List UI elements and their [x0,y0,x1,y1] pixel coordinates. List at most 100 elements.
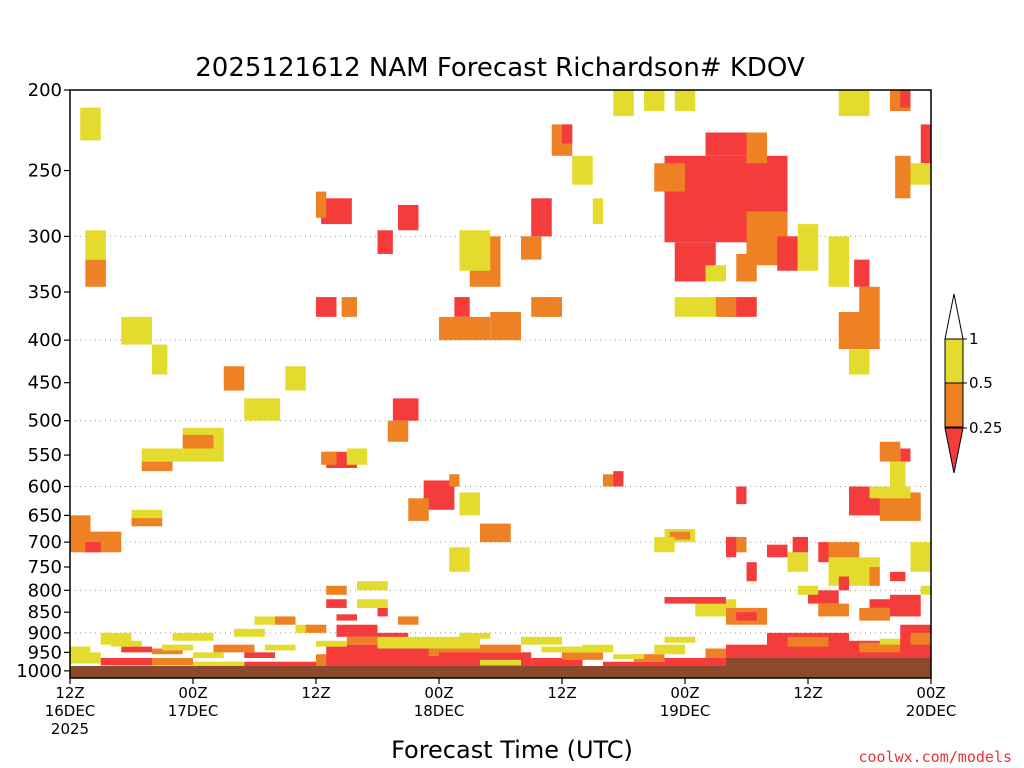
richardson-cell-low [603,661,665,671]
richardson-cell-high [572,155,593,185]
richardson-cell-high [193,652,224,658]
richardson-cell-high [521,636,562,645]
richardson-cell-mid [152,648,183,655]
richardson-cell-mid [490,312,521,341]
richardson-cell-high [162,644,193,651]
richardson-cell-high [111,640,142,647]
richardson-cell-low [767,544,788,558]
richardson-cell-high [141,448,183,462]
richardson-cell-mid [182,434,214,449]
richardson-cells [70,90,931,671]
colorbar-legend: 1 0.5 0.25 [944,293,1002,474]
richardson-cell-mid [316,191,327,218]
richardson-cell-mid [828,542,860,563]
x-tick-label: 12Z [301,684,330,702]
richardson-cell-mid [818,603,849,617]
richardson-cell-mid [895,155,911,199]
richardson-cell-low [900,448,911,462]
richardson-cell-high [316,640,347,647]
richardson-cell-high [357,599,388,608]
richardson-cell-mid [879,441,901,462]
richardson-cell-high [828,236,849,287]
richardson-cell-mid [152,657,193,666]
richardson-cell-mid [562,652,603,660]
richardson-cell-mid [521,236,542,260]
richardson-cell-low [613,471,624,487]
richardson-cell-high [480,659,521,666]
ground-terrain [70,666,931,678]
ground-terrain-rise [726,658,931,666]
richardson-cell-high [920,585,931,595]
richardson-cell-mid [326,585,347,595]
richardson-cell-high [459,230,491,271]
richardson-cell-mid [541,297,562,317]
richardson-cell-low [377,230,393,254]
richardson-cell-low [316,297,337,317]
richardson-cell-high [910,163,931,185]
richardson-cell-high [377,636,480,649]
richardson-cell-low [121,646,152,653]
richardson-cell-high [910,542,931,572]
richardson-cell-mid [736,253,757,282]
richardson-cell-mid [859,607,890,621]
x-tick-label: 20DEC [906,702,957,720]
legend-label: 1 [969,330,979,348]
x-tick-label: 00Z [670,684,699,702]
richardson-cell-low [377,607,388,617]
richardson-cell-mid [910,632,931,645]
richardson-cell-high [654,644,685,655]
richardson-cell-high [541,646,583,653]
y-axis-ticks: 200 250 300 350 400 450 500 550 600 650 700 7508008… [16,80,70,682]
x-tick-label: 00Z [424,684,453,702]
richardson-cell-low [531,657,583,670]
richardson-cell-mid [859,286,880,313]
x-axis-label: Forecast Time (UTC) [391,736,633,764]
richardson-cell-low [336,624,378,637]
chart-title: 2025121612 NAM Forecast Richardson# KDOV [195,53,805,83]
richardson-cell-low [854,259,870,287]
richardson-cell-high [193,661,245,668]
richardson-cell-low [244,652,275,658]
richardson-cell-high [70,652,101,664]
richardson-cell-mid [408,498,429,521]
richardson-cell-high [121,316,152,345]
richardson-cell-low [377,632,409,641]
richardson-cell-low [818,542,829,563]
richardson-cell-low [777,236,798,271]
richardson-cell-mid [439,316,491,341]
richardson-cell-low [890,594,921,617]
richardson-cell-high [70,646,91,653]
y-tick-label: 700 [28,532,62,553]
x-tick-label: 00Z [178,684,207,702]
richardson-cell-mid [633,654,665,662]
richardson-cell-low [562,124,573,144]
richardson-cell-mid [346,636,378,645]
x-tick-label: 12Z [55,684,84,702]
y-tick-label: 200 [28,80,62,101]
y-tick-label: 650 [28,505,62,526]
richardson-cell-low [705,132,757,156]
richardson-cell-high [664,636,696,643]
richardson-cell-low [920,124,931,164]
y-tick-label: 250 [28,161,62,182]
y-tick-label: 750 [28,557,62,578]
richardson-cell-high [85,230,106,260]
richardson-cell-high [152,344,168,375]
richardson-cell-high [264,644,296,651]
richardson-cell-high [100,632,132,645]
richardson-cell-low [85,542,101,553]
richardson-cell-low [890,571,906,582]
y-tick-label: 300 [28,226,62,247]
richardson-cell-high [254,616,275,625]
richardson-cell-mid [715,297,737,317]
richardson-cell-low [869,599,890,608]
y-tick-label: 600 [28,476,62,497]
richardson-cell-low [100,657,152,666]
richardson-cell-high [838,90,870,117]
richardson-cell-high [879,638,901,645]
richardson-cell-low [326,599,347,608]
y-tick-label: 400 [28,330,62,351]
richardson-cell-mid [321,451,337,465]
